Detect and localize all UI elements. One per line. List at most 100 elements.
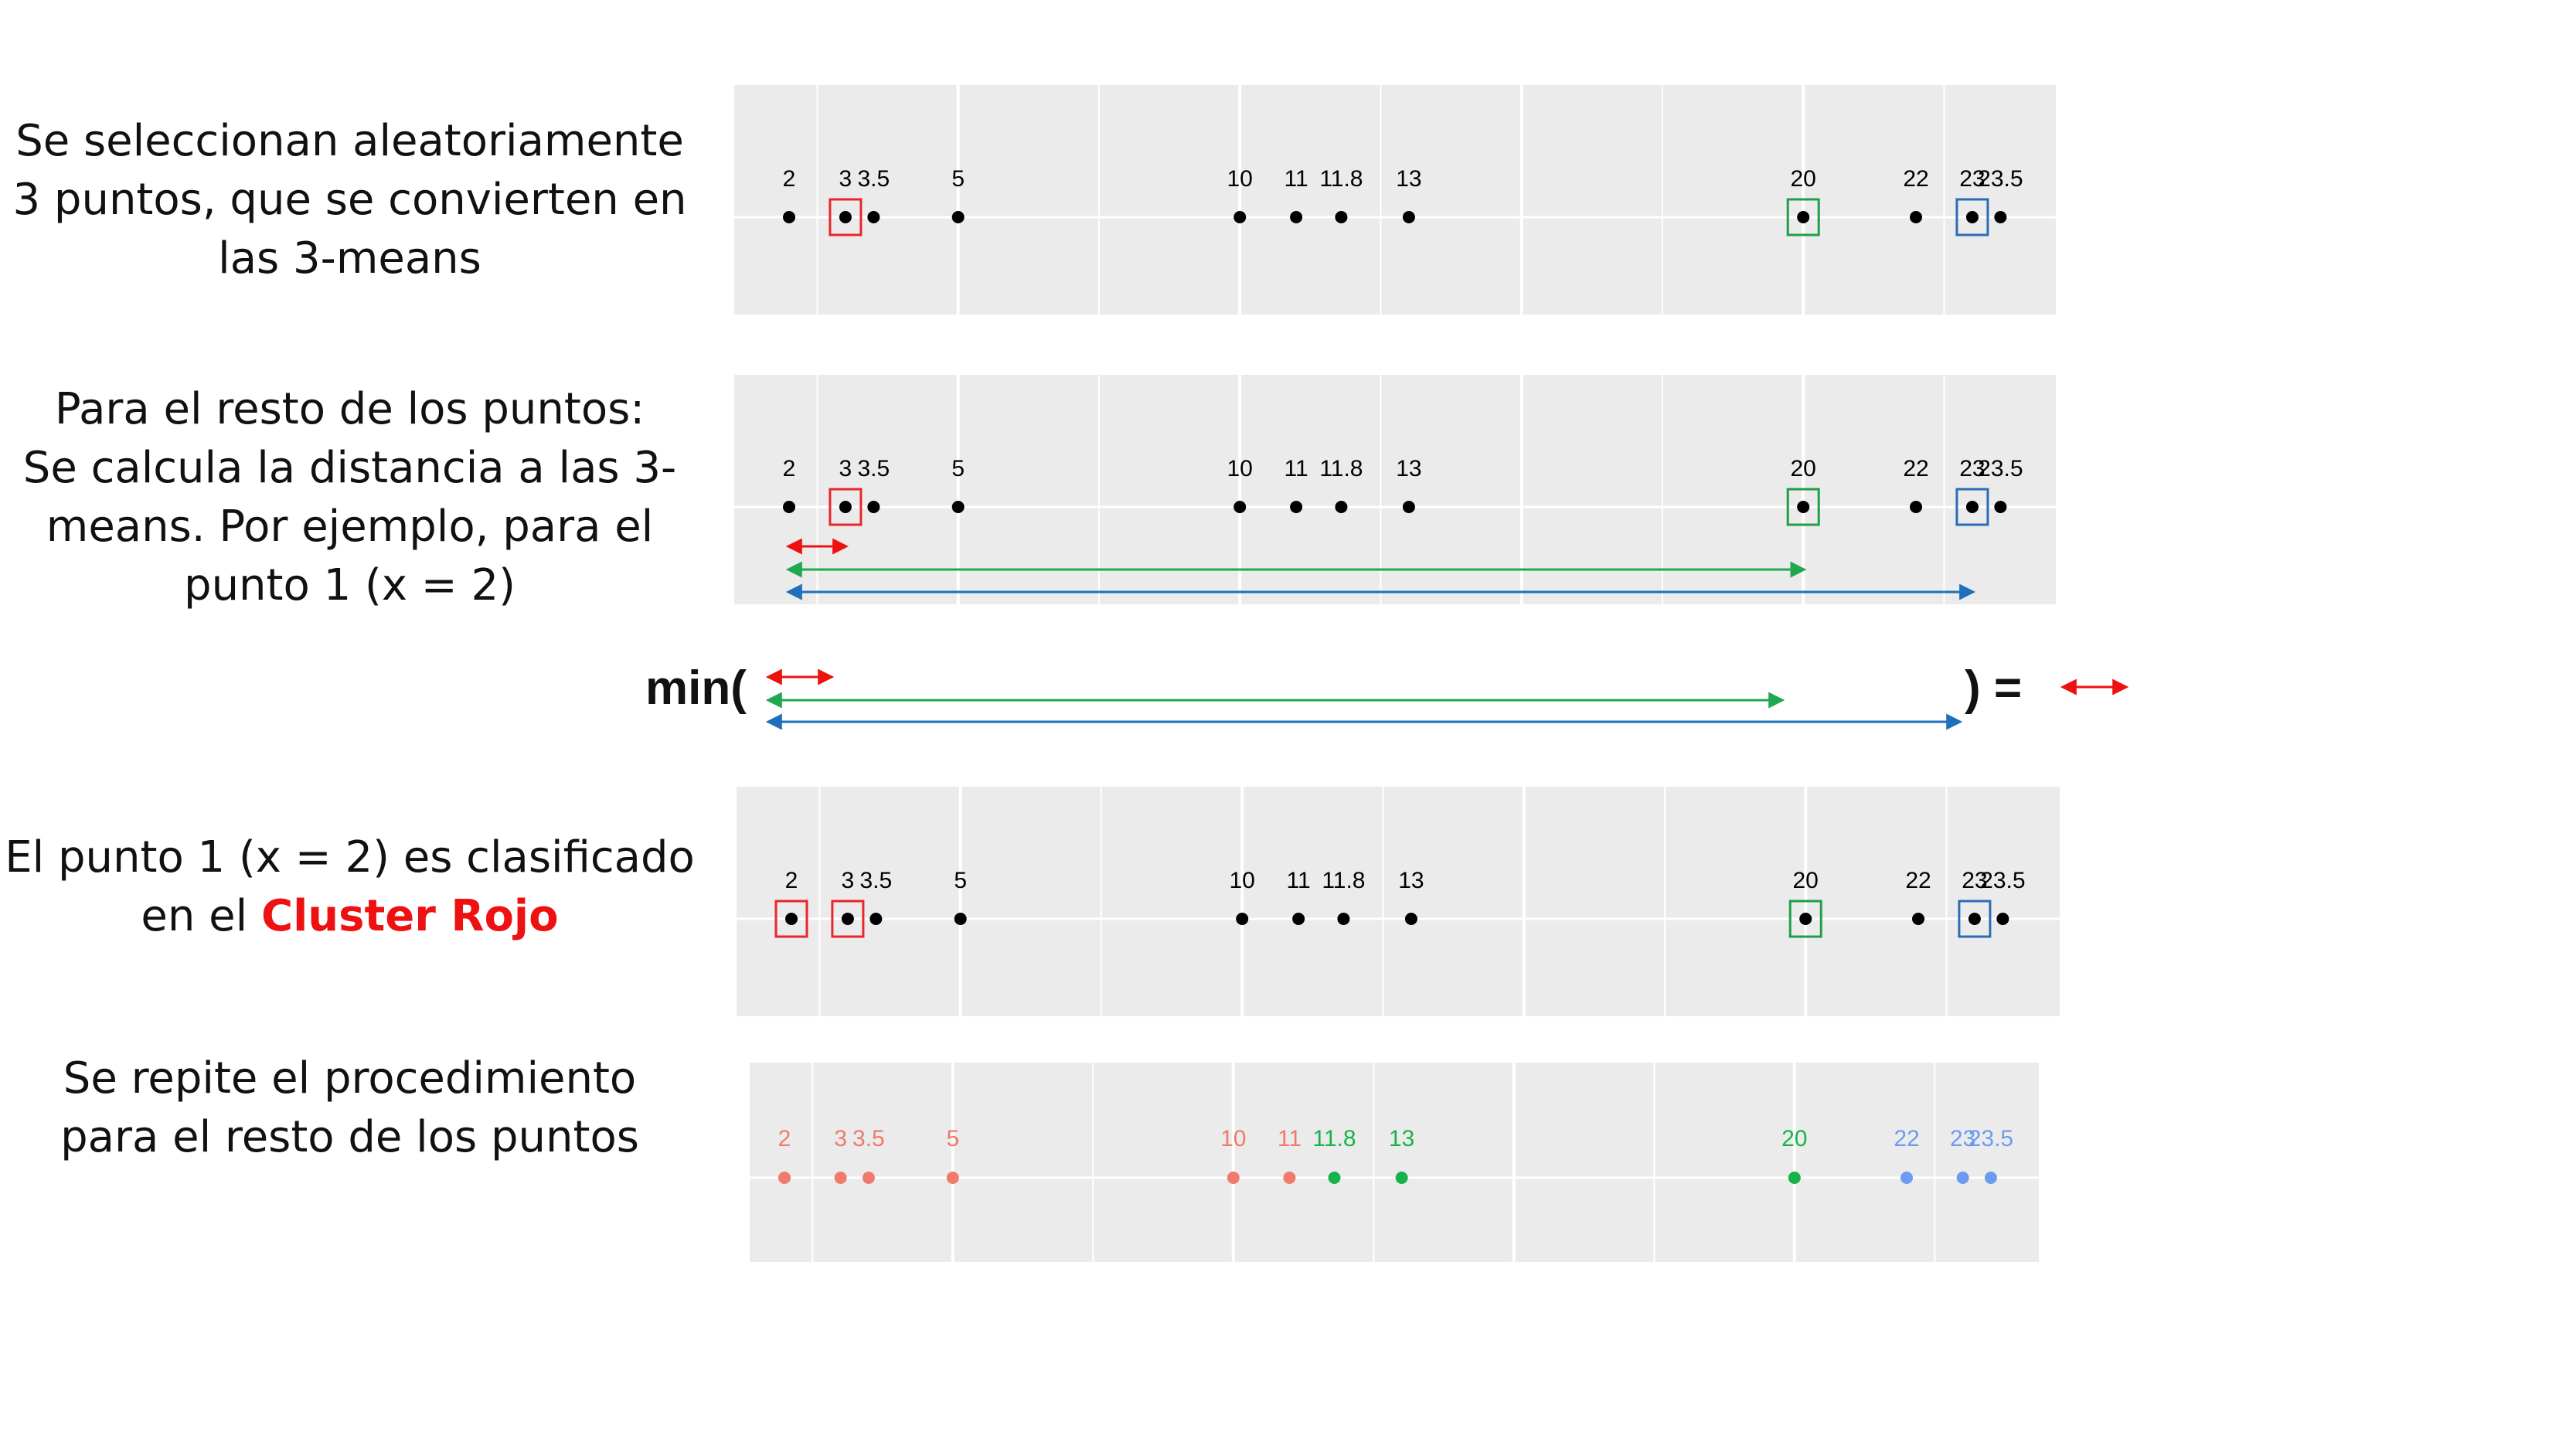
data-point — [1292, 913, 1305, 925]
mean-box — [774, 900, 808, 938]
data-point — [1337, 913, 1350, 925]
data-point — [1797, 211, 1810, 223]
data-point — [867, 211, 880, 223]
data-point — [1994, 211, 2007, 223]
caption-step4: Se repite el procedimiento para el resto… — [0, 1049, 699, 1167]
point-label: 5 — [954, 868, 967, 893]
point-label: 23 — [1962, 868, 1987, 893]
caption-step3: El punto 1 (x = 2) es clasificado en el … — [0, 828, 699, 946]
point-label: 23 — [1950, 1126, 1975, 1151]
data-point — [785, 913, 798, 925]
data-point — [1402, 211, 1415, 223]
data-point — [1283, 1172, 1296, 1184]
panel-background — [734, 85, 2056, 315]
data-point — [1956, 1172, 1969, 1184]
caption-step3-prefix: en el — [141, 891, 261, 941]
data-point — [1965, 211, 1979, 223]
mean-box — [829, 488, 863, 526]
point-label: 10 — [1227, 456, 1253, 481]
point-label: 13 — [1396, 456, 1421, 481]
data-point — [841, 913, 854, 925]
caption-step4-line: Se repite el procedimiento — [63, 1053, 637, 1104]
equals-label: ) = — [1965, 662, 2023, 715]
data-point — [839, 501, 852, 513]
mean-box — [1786, 488, 1820, 526]
point-label: 20 — [1791, 166, 1816, 192]
data-point — [862, 1172, 875, 1184]
min-label: min( — [645, 662, 747, 715]
data-point — [946, 1172, 959, 1184]
data-point — [778, 1172, 791, 1184]
data-point — [1290, 501, 1303, 513]
data-point — [1968, 913, 1981, 925]
point-label: 11.8 — [1319, 166, 1363, 192]
data-point — [1984, 1172, 1997, 1184]
data-point — [1910, 211, 1922, 223]
data-point — [1290, 211, 1303, 223]
caption-step2-line: means. Por ejemplo, para el — [46, 502, 654, 552]
point-label: 3 — [839, 456, 852, 481]
data-point — [834, 1172, 847, 1184]
data-point — [867, 501, 880, 513]
point-label: 23.5 — [1978, 166, 2023, 192]
point-label: 3.5 — [859, 868, 892, 893]
caption-step3-line2: en el Cluster Rojo — [0, 887, 699, 946]
point-label: 20 — [1781, 1126, 1807, 1151]
data-point — [783, 501, 795, 513]
point-label: 3 — [842, 868, 855, 893]
data-point — [783, 211, 795, 223]
point-label: 3 — [839, 166, 852, 192]
data-point — [839, 211, 852, 223]
point-label: 13 — [1396, 166, 1421, 192]
point-label: 5 — [951, 456, 965, 481]
point-label: 23.5 — [1978, 456, 2023, 481]
data-point — [1788, 1172, 1801, 1184]
point-label: 11 — [1287, 868, 1311, 893]
caption-step1-line: 3 puntos, que se convierten en — [12, 175, 687, 225]
caption-step4-line: para el resto de los puntos — [60, 1112, 639, 1162]
mean-box — [831, 900, 865, 938]
cluster-rojo-highlight: Cluster Rojo — [260, 891, 559, 941]
data-point — [1335, 211, 1348, 223]
caption-step3-line: El punto 1 (x = 2) es clasificado — [5, 832, 695, 883]
data-point — [1402, 501, 1415, 513]
point-label: 23.5 — [1980, 868, 2025, 893]
data-point — [954, 913, 967, 925]
point-label: 11.8 — [1322, 868, 1365, 893]
data-point — [1234, 211, 1247, 223]
mean-box — [1958, 900, 1992, 938]
data-point — [1965, 501, 1979, 513]
point-label: 22 — [1905, 868, 1931, 893]
data-point — [1912, 913, 1924, 925]
data-point — [1404, 913, 1417, 925]
mean-box — [1786, 198, 1820, 236]
data-point — [1234, 501, 1247, 513]
data-point — [1994, 501, 2007, 513]
caption-step2-line: Se calcula la distancia a las 3- — [22, 443, 677, 493]
point-label: 5 — [951, 166, 965, 192]
point-label: 22 — [1903, 456, 1928, 481]
point-label: 11 — [1278, 1126, 1302, 1151]
panel-background — [750, 1063, 2039, 1262]
point-label: 23.5 — [1969, 1126, 2013, 1151]
mean-box — [1955, 198, 1989, 236]
point-label: 3 — [834, 1126, 847, 1151]
point-label: 2 — [785, 868, 798, 893]
caption-step1-line: las 3-means — [218, 233, 482, 284]
point-label: 5 — [946, 1126, 959, 1151]
point-label: 13 — [1398, 868, 1424, 893]
caption-step1-line: Se seleccionan aleatoriamente — [15, 116, 684, 166]
point-label: 11.8 — [1319, 456, 1363, 481]
caption-step2-line: punto 1 (x = 2) — [184, 560, 516, 611]
data-point — [869, 913, 883, 925]
mean-box — [829, 198, 863, 236]
point-label: 10 — [1230, 868, 1255, 893]
point-label: 13 — [1389, 1126, 1414, 1151]
mean-box — [1955, 488, 1989, 526]
data-point — [1901, 1172, 1913, 1184]
point-label: 2 — [778, 1126, 791, 1151]
point-label: 11 — [1285, 166, 1308, 192]
